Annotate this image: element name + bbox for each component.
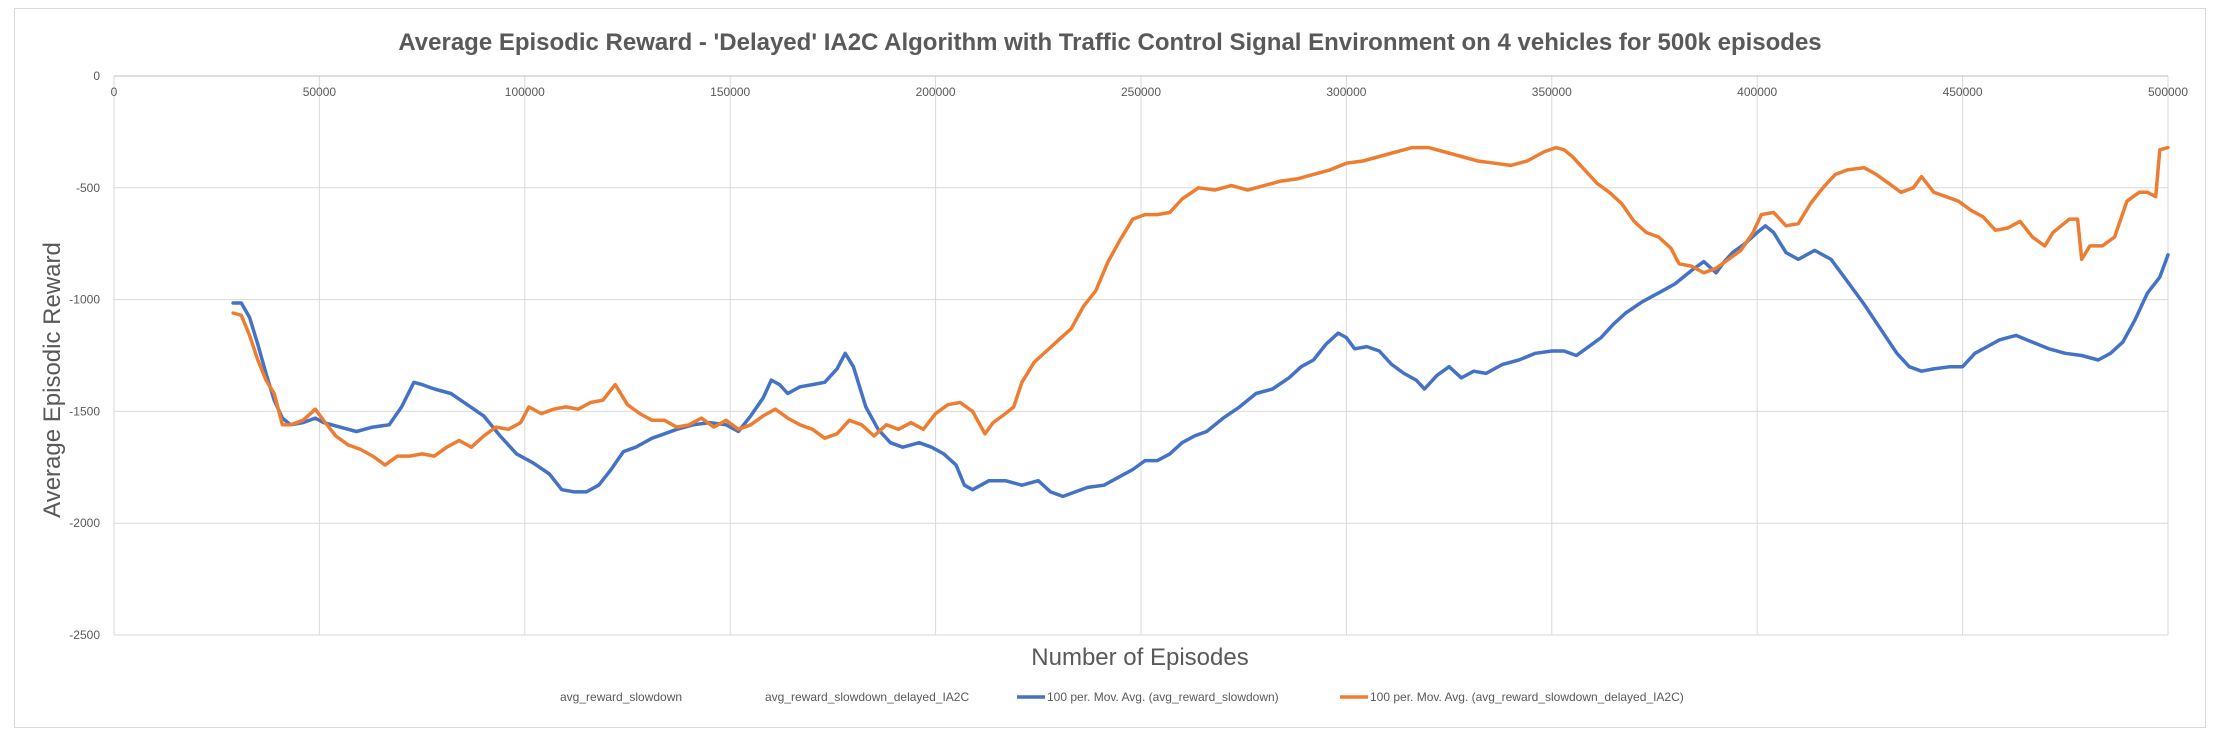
x-tick-label-4: 200000 (916, 85, 956, 99)
x-axis-ticks: 0 50000 100000 150000 200000 250000 300000 3500… (111, 85, 2189, 99)
x-tick-label-7: 350000 (1532, 85, 1572, 99)
y-tick-label-4: -2000 (69, 516, 100, 530)
x-tick-label-0: 0 (111, 85, 118, 99)
legend-label-3: 100 per. Mov. Avg. (avg_reward_slowdown_… (1370, 690, 1684, 704)
x-tick-label-3: 150000 (710, 85, 750, 99)
y-axis-ticks: 0 -500 -1000 -1500 -2000 -2500 (69, 69, 100, 642)
x-tick-label-5: 250000 (1121, 85, 1161, 99)
x-tick-label-1: 50000 (303, 85, 337, 99)
series-line-1 (231, 145, 2170, 467)
x-axis-title: Number of Episodes (1031, 644, 1248, 671)
chart-frame (14, 8, 2206, 728)
x-tick-label-9: 450000 (1943, 85, 1983, 99)
legend: avg_reward_slowdown avg_reward_slowdown_d… (560, 690, 1684, 704)
series-lines (231, 145, 2170, 499)
gridlines (113, 75, 2169, 636)
y-tick-label-5: -2500 (69, 628, 100, 642)
series-line-0 (231, 224, 2170, 499)
legend-label-2: 100 per. Mov. Avg. (avg_reward_slowdown) (1047, 690, 1279, 704)
x-tick-label-6: 300000 (1326, 85, 1366, 99)
y-tick-label-0: 0 (93, 69, 100, 83)
x-tick-label-10: 500000 (2148, 85, 2188, 99)
chart-title: Average Episodic Reward - 'Delayed' IA2C… (398, 29, 1821, 56)
y-tick-label-3: -1500 (69, 404, 100, 418)
legend-label-1: avg_reward_slowdown_delayed_IA2C (765, 690, 969, 704)
y-tick-label-1: -500 (76, 181, 100, 195)
y-tick-label-2: -1000 (69, 293, 100, 307)
y-axis-title: Average Episodic Reward (39, 242, 66, 518)
x-tick-label-2: 100000 (505, 85, 545, 99)
x-tick-label-8: 400000 (1737, 85, 1777, 99)
legend-label-0: avg_reward_slowdown (560, 690, 682, 704)
